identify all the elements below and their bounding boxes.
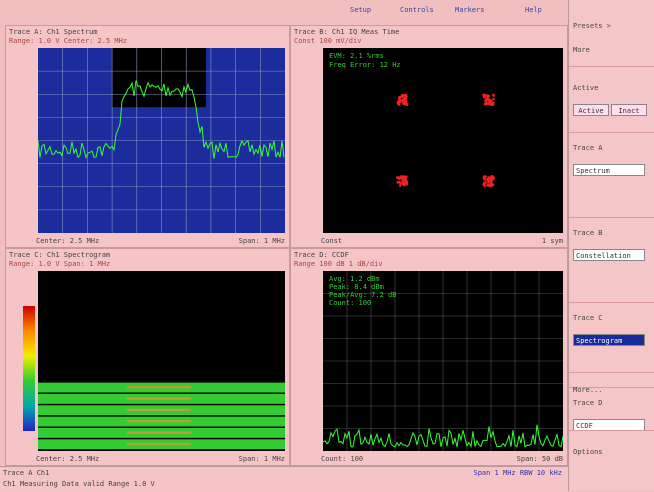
constellation-point — [483, 177, 486, 180]
footer-right: 1 sym — [542, 237, 563, 245]
constellation-point — [403, 179, 406, 182]
spectrogram-peak — [127, 432, 191, 434]
sidebar-more[interactable]: More — [573, 46, 590, 54]
status-right: Span 1 MHz RBW 10 kHz — [473, 469, 562, 477]
constellation-point — [405, 100, 408, 103]
panel-header: Trace B: Ch1 IQ Meas Time — [294, 28, 399, 36]
panel-subheader: Range 100 dB 1 dB/div — [294, 260, 383, 268]
footer-left: Center: 2.5 MHz — [36, 455, 99, 463]
separator — [569, 217, 654, 218]
trace-dropdown[interactable]: Spectrum — [573, 164, 645, 176]
overlay-text: Peak/Avg: 7.2 dB — [329, 291, 396, 299]
constellation-point — [486, 94, 489, 97]
constellation-point — [404, 103, 407, 106]
spectrogram-peak — [127, 398, 191, 400]
constellation-point — [484, 181, 487, 184]
panel-header: Trace C: Ch1 Spectrogram — [9, 251, 110, 259]
constellation-point — [489, 179, 492, 182]
constellation-point — [482, 183, 485, 186]
trace-dropdown[interactable]: Constellation — [573, 249, 645, 261]
trace-dropdown[interactable]: Spectrogram — [573, 334, 645, 346]
separator — [569, 430, 654, 431]
menu-item[interactable]: Setup — [350, 6, 371, 14]
plot — [38, 48, 285, 233]
constellation-point — [482, 94, 485, 97]
footer-left: Center: 2.5 MHz — [36, 237, 99, 245]
overlay-text: Freq Error: 12 Hz — [329, 61, 401, 69]
panel-subheader: Range: 1.0 V Center: 2.5 MHz — [9, 37, 127, 45]
separator — [569, 132, 654, 133]
constellation-point — [492, 177, 495, 180]
constellation-point — [398, 181, 401, 184]
plot-bg — [323, 48, 563, 233]
constellation-point — [490, 175, 493, 178]
constellation-point — [486, 178, 489, 181]
trace-label: Trace D — [573, 399, 603, 407]
sidebar-active: Active — [573, 84, 598, 92]
constellation-point — [397, 101, 400, 104]
constellation-point — [489, 100, 492, 103]
panel-header: Trace D: CCDF — [294, 251, 349, 259]
menu-item[interactable]: Help — [525, 6, 542, 14]
masked-area — [112, 48, 206, 107]
constellation-point — [398, 177, 401, 180]
toggle-button[interactable]: Active — [573, 104, 609, 116]
colorbar-fill — [23, 306, 35, 431]
status-line: Ch1 Measuring Data valid Range 1.0 V — [3, 480, 155, 488]
status-bar: Trace A Ch1 Ch1 Measuring Data valid Rang… — [0, 466, 568, 492]
overlay-text: Avg: 1.2 dBm — [329, 275, 380, 283]
footer-left: Const — [321, 237, 342, 245]
colorbar — [23, 306, 35, 431]
sidebar-title[interactable]: Presets > — [573, 22, 611, 30]
constellation-point — [486, 184, 489, 187]
panel-subheader: Const 100 mV/div — [294, 37, 361, 45]
separator — [569, 302, 654, 303]
constellation-point — [404, 176, 407, 179]
constellation-point — [403, 94, 406, 97]
separator — [569, 372, 654, 373]
footer-left: Count: 100 — [321, 455, 363, 463]
constellation-point — [492, 103, 495, 106]
footer-right: Span: 1 MHz — [239, 455, 285, 463]
app: {"menu":["Setup","Controls","Markers","H… — [0, 0, 654, 491]
overlay-text: Peak: 8.4 dBm — [329, 283, 384, 291]
menu-item[interactable]: Markers — [455, 6, 485, 14]
sidebar-options[interactable]: Options — [573, 448, 603, 456]
trace-label: Trace B — [573, 229, 603, 237]
footer-right: Span: 1 MHz — [239, 237, 285, 245]
spectrogram-peak — [127, 409, 191, 411]
trace-label: Trace A — [573, 144, 603, 152]
separator — [569, 66, 654, 67]
plot — [38, 271, 285, 451]
constellation-point — [492, 94, 495, 97]
spectrogram-peak — [127, 386, 191, 388]
spectrogram-peak — [127, 443, 191, 445]
panel-subheader: Range: 1.0 V Span: 1 MHz — [9, 260, 110, 268]
constellation-point — [487, 176, 490, 179]
constellation-point — [487, 98, 490, 101]
constellation-point — [492, 98, 495, 101]
constellation-point — [490, 182, 493, 185]
toggle-button[interactable]: Inact — [611, 104, 647, 116]
constellation-point — [405, 180, 408, 183]
constellation-point — [486, 102, 489, 105]
trace-label: Trace C — [573, 314, 603, 322]
menu-item[interactable]: Controls — [400, 6, 434, 14]
sidebar-more[interactable]: More... — [573, 386, 603, 394]
status-line: Trace A Ch1 — [3, 469, 49, 477]
constellation-point — [399, 96, 402, 99]
panel-header: Trace A: Ch1 Spectrum — [9, 28, 98, 36]
spectrogram-peak — [127, 420, 191, 422]
overlay-text: EVM: 2.1 %rms — [329, 52, 384, 60]
footer-right: Span: 50 dB — [517, 455, 563, 463]
constellation-point — [402, 98, 405, 101]
overlay-text: Count: 100 — [329, 299, 371, 307]
